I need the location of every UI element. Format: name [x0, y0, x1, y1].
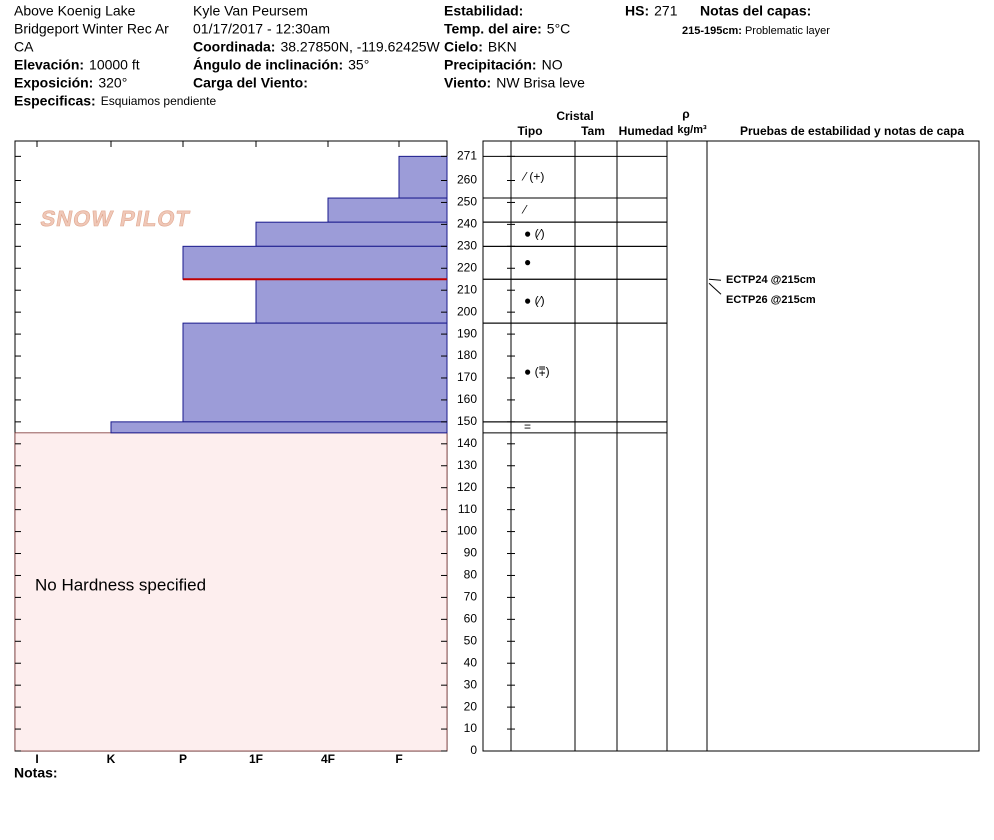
- hardness-label: 4F: [321, 752, 335, 766]
- depth-label: 80: [464, 568, 478, 582]
- field-value: Bridgeport Winter Rec Ar: [14, 21, 169, 37]
- no-hardness-text: No Hardness specified: [35, 575, 206, 594]
- hardness-label: I: [35, 752, 38, 766]
- depth-label: 0: [470, 743, 477, 757]
- depth-label: 70: [464, 590, 478, 604]
- depth-label: 190: [457, 326, 477, 340]
- field-value: 10000 ft: [89, 57, 140, 73]
- depth-label: 120: [457, 480, 477, 494]
- depth-label: 271: [457, 149, 477, 163]
- test-label: ECTP26 @215cm: [726, 294, 816, 306]
- test-arrow: [708, 282, 722, 295]
- field-label: HS:: [625, 3, 649, 19]
- depth-label: 170: [457, 370, 477, 384]
- grain-type: ●: [524, 255, 531, 269]
- depth-label: 220: [457, 260, 477, 274]
- field-label: Exposición:: [14, 75, 93, 91]
- depth-label: 240: [457, 217, 477, 231]
- grain-type: ● (⁄): [524, 226, 545, 240]
- grain-type: ● (⩱): [524, 365, 550, 379]
- hardness-bar: [327, 197, 448, 223]
- field-value: Kyle Van Peursem: [193, 3, 308, 19]
- column-header: Humedad: [619, 124, 674, 138]
- field-label: Estabilidad:: [444, 3, 523, 19]
- grain-type: ⁄: [521, 202, 528, 216]
- hardness-label: K: [107, 752, 116, 766]
- depth-label: 90: [464, 546, 478, 560]
- hardness-label: F: [395, 752, 402, 766]
- grain-type: ⁄ (+): [521, 169, 544, 183]
- depth-label: 10: [464, 721, 478, 735]
- field-label: Coordinada:: [193, 39, 275, 55]
- depth-label: 50: [464, 633, 478, 647]
- grain-type: ● (⁄): [524, 293, 545, 307]
- layer-table-frame: [482, 140, 980, 752]
- hardness-bar: [182, 322, 448, 423]
- field-label: Elevación:: [14, 57, 84, 73]
- hardness-bar: [182, 245, 448, 280]
- hardness-bar: [398, 155, 448, 199]
- depth-label: 30: [464, 677, 478, 691]
- column-header: ρ: [682, 107, 689, 121]
- depth-label: 230: [457, 238, 477, 252]
- hardness-bar: [255, 221, 448, 247]
- field-value: CA: [14, 39, 34, 55]
- field-label: Viento:: [444, 75, 491, 91]
- test-label: ECTP24 @215cm: [726, 274, 816, 286]
- depth-label: 260: [457, 173, 477, 187]
- field-value: NW Brisa leve: [496, 75, 585, 91]
- column-header: Cristal: [556, 109, 593, 123]
- field-value: 5°C: [547, 21, 571, 37]
- field-value: Above Koenig Lake: [14, 3, 136, 19]
- field-value: NO: [542, 57, 563, 73]
- field-value: 35°: [348, 57, 369, 73]
- hardness-bar: [110, 421, 448, 434]
- depth-label: 110: [458, 502, 477, 516]
- layer-note-range: 215-195cm:: [682, 25, 742, 37]
- field-value: 320°: [98, 75, 127, 91]
- notes-title: Notas del capas:: [700, 3, 811, 19]
- field-value: Esquiamos pendiente: [101, 94, 217, 108]
- depth-label: 140: [457, 436, 477, 450]
- depth-label: 130: [457, 458, 477, 472]
- depth-label: 100: [457, 524, 477, 538]
- depth-label: 250: [457, 195, 477, 209]
- table-columns: [510, 141, 708, 751]
- column-header: Tipo: [517, 124, 542, 138]
- field-value: 38.27850N, -119.62425W: [280, 39, 440, 55]
- column-header: Tam: [581, 124, 605, 138]
- footer-notes: Notas:: [14, 765, 58, 781]
- column-header: Pruebas de estabilidad y notas de capa: [740, 124, 964, 138]
- hardness-bar: [255, 278, 448, 324]
- logo: SNOW PILOT: [39, 206, 193, 231]
- depth-label: 150: [457, 414, 477, 428]
- field-label: Cielo:: [444, 39, 483, 55]
- field-label: Especificas:: [14, 93, 96, 109]
- field-label: Carga del Viento:: [193, 75, 308, 91]
- test-arrow: [708, 278, 722, 281]
- column-header: kg/m³: [677, 124, 707, 136]
- layer-note-text: Problematic layer: [745, 25, 830, 37]
- field-label: Ángulo de inclinación:: [193, 57, 343, 73]
- depth-label: 200: [457, 304, 477, 318]
- field-value: 01/17/2017 - 12:30am: [193, 21, 330, 37]
- depth-label: 20: [464, 699, 478, 713]
- depth-label: 40: [464, 655, 478, 669]
- depth-label: 210: [457, 282, 477, 296]
- hardness-label: 1F: [249, 752, 263, 766]
- field-label: Precipitación:: [444, 57, 537, 73]
- field-value: BKN: [488, 39, 517, 55]
- field-value: 271: [654, 3, 678, 19]
- no-hardness-region: [14, 432, 448, 752]
- depth-label: 60: [464, 612, 478, 626]
- depth-label: 180: [457, 348, 477, 362]
- depth-label: 160: [457, 392, 477, 406]
- hardness-label: P: [179, 752, 187, 766]
- grain-type: =: [524, 420, 531, 434]
- field-label: Temp. del aire:: [444, 21, 542, 37]
